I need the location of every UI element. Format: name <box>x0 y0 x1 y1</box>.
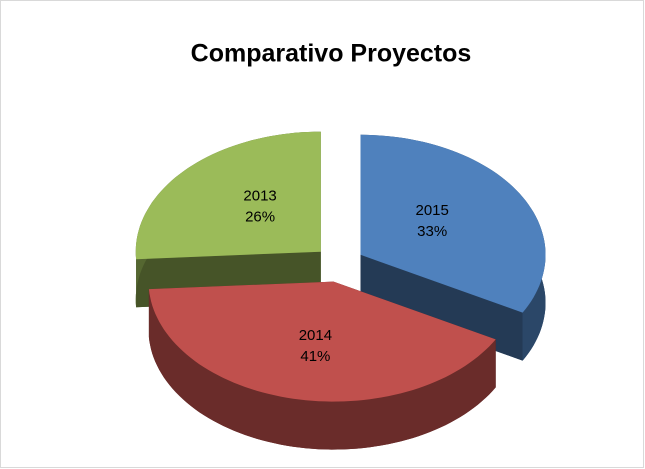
slice <box>148 281 496 450</box>
slice-top <box>135 131 321 260</box>
slice-outer-wall <box>148 289 496 450</box>
data-label-category: 2015 <box>415 202 448 219</box>
slice <box>360 134 546 361</box>
slice-top <box>148 281 496 402</box>
slice-top <box>360 134 546 313</box>
data-label-value: 26% <box>245 208 275 225</box>
data-label-category: 2013 <box>243 187 276 204</box>
slice-edge-wall <box>360 254 523 361</box>
chart-title: Comparativo Proyectos <box>191 40 472 68</box>
slice <box>135 131 321 308</box>
data-label-value: 41% <box>300 348 330 365</box>
data-label-value: 33% <box>417 223 447 240</box>
data-label-category: 2014 <box>299 327 332 344</box>
